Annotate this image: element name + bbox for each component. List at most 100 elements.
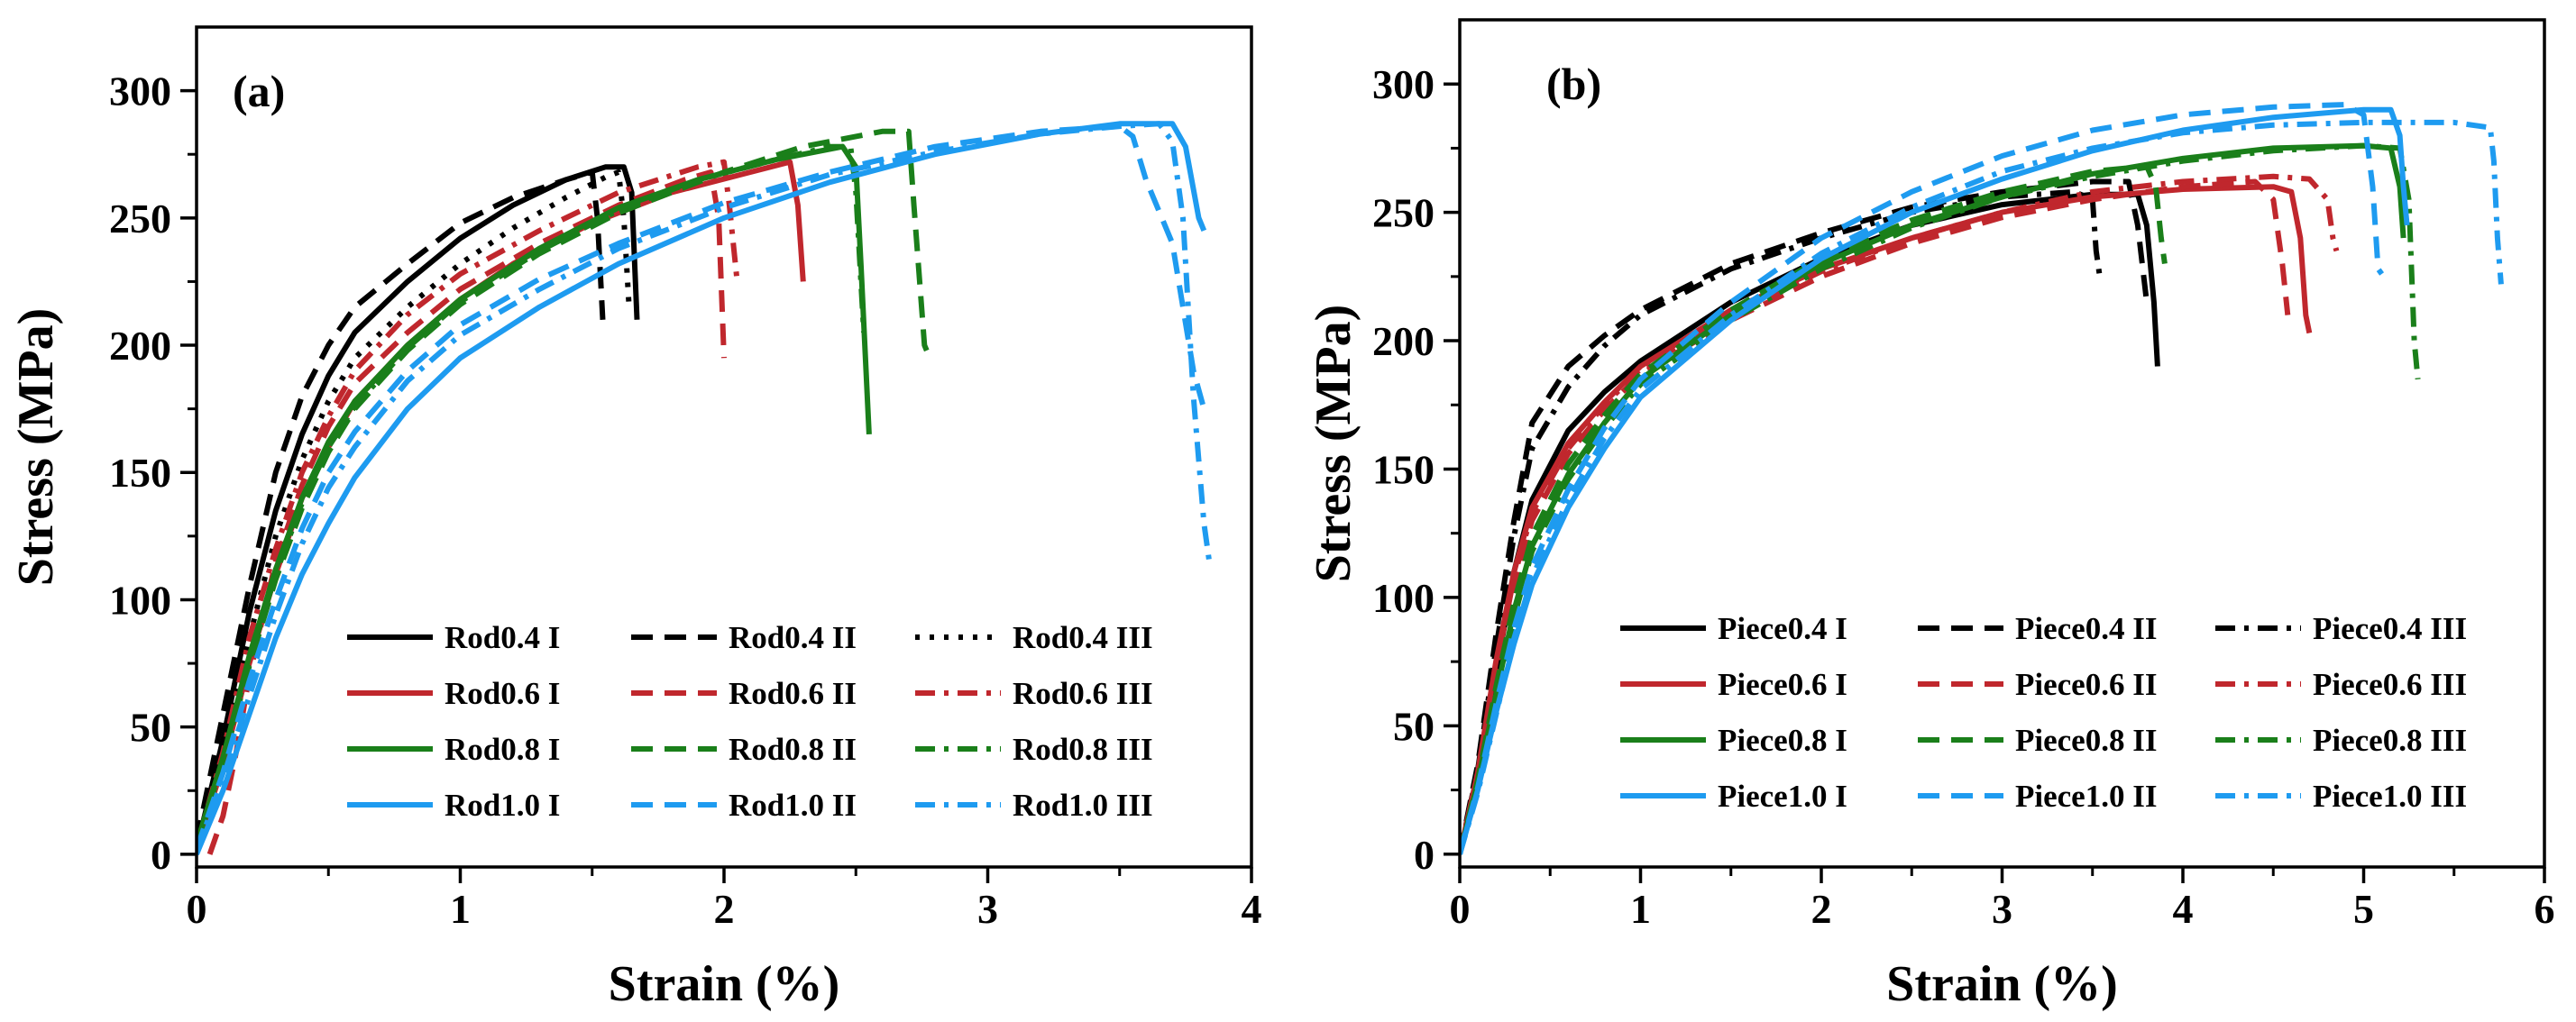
series-line-piece0-6-ii (1460, 178, 2291, 855)
legend-item: Piece0.8 II (1918, 723, 2157, 758)
y-axis-title: Stress (MPa) (1306, 305, 1361, 582)
series-line-piece0-6-iii (1460, 173, 2340, 855)
series-line-piece0-4-iii (1460, 188, 2103, 855)
x-tick-label: 3 (1992, 886, 2012, 932)
legend-item: Piece1.0 III (2215, 779, 2467, 814)
legend-item: Piece0.4 II (1918, 611, 2157, 646)
series-line-rod0-6-iii (197, 159, 740, 848)
x-tick-label: 1 (1630, 886, 1651, 932)
legend-item: Rod0.6 III (915, 676, 1153, 711)
legend-label: Piece0.4 III (2313, 611, 2467, 646)
series-line-piece1-0-ii (1460, 102, 2385, 855)
legend-label: Piece0.8 II (2015, 723, 2157, 758)
legend-item: Rod0.6 I (347, 676, 560, 711)
series-line-piece0-8-ii (1460, 163, 2168, 855)
x-tick-label: 0 (187, 886, 207, 932)
legend-label: Piece0.6 I (1718, 667, 1847, 702)
legend-label: Piece0.8 I (1718, 723, 1847, 758)
legend-label: Piece0.6 III (2313, 667, 2467, 702)
legend-item: Rod1.0 I (347, 788, 560, 823)
x-tick-label: 1 (450, 886, 471, 932)
legend-label: Piece0.6 II (2015, 667, 2157, 702)
series-line-rod0-4-i (197, 164, 640, 850)
x-tick-label: 4 (2173, 886, 2194, 932)
legend-label: Rod0.8 II (729, 732, 857, 767)
legend-label: Rod0.8 III (1013, 732, 1153, 767)
series-line-piece1-0-iii (1460, 119, 2504, 855)
panel-label: (a) (233, 66, 285, 116)
y-tick-label: 150 (1372, 446, 1435, 492)
legend-item: Rod0.8 II (631, 732, 857, 767)
y-axis-title: Stress (MPa) (8, 308, 64, 586)
y-tick-label: 250 (109, 196, 171, 242)
legend-label: Piece0.8 III (2313, 723, 2467, 758)
x-tick-label: 6 (2535, 886, 2555, 932)
series-line-piece0-8-iii (1460, 142, 2421, 855)
x-tick-label: 4 (1242, 886, 1262, 932)
y-tick-label: 200 (109, 323, 171, 369)
x-tick-label: 5 (2353, 886, 2374, 932)
series-line-rod0-4-iii (197, 169, 632, 848)
x-tick-label: 2 (1811, 886, 1832, 932)
series-line-rod0-8-ii (197, 128, 932, 848)
x-axis-title: Strain (%) (609, 956, 840, 1012)
legend-label: Piece1.0 III (2313, 779, 2467, 814)
legend: Piece0.4 I Piece0.4 II Piece0.4 III Piece0.… (1620, 611, 2467, 814)
series-line-rod0-8-iii (197, 143, 866, 848)
y-tick-label: 100 (109, 577, 171, 623)
series-line-rod0-4-ii (197, 169, 606, 843)
y-tick-label: 150 (109, 450, 171, 496)
legend-item: Rod0.8 III (915, 732, 1153, 767)
legend-label: Rod0.6 III (1013, 676, 1153, 711)
legend-item: Piece0.6 III (2215, 667, 2467, 702)
y-tick-label: 200 (1372, 318, 1435, 364)
legend-item: Rod0.4 I (347, 620, 560, 655)
legend-label: Rod1.0 II (729, 788, 857, 823)
series-line-piece0-6-i (1460, 184, 2313, 855)
legend-label: Rod0.6 II (729, 676, 857, 711)
y-tick-label: 0 (151, 832, 171, 878)
y-tick-label: 250 (1372, 190, 1435, 236)
legend-item: Piece1.0 I (1620, 779, 1847, 814)
panel-b: 0 1 2 3 4 5 6 0 50 100 150 200 250 300 Strain (%) Stres… (1306, 18, 2555, 1012)
legend-label: Rod0.4 I (445, 620, 560, 655)
legend: Rod0.4 I Rod0.4 II Rod0.4 III Rod0.6 I Rod0.… (347, 620, 1153, 823)
legend-item: Piece0.8 I (1620, 723, 1847, 758)
x-tick-label: 2 (714, 886, 735, 932)
plot-a-curves (197, 121, 1213, 856)
legend-item: Piece0.4 I (1620, 611, 1847, 646)
plot-b-curves (1460, 102, 2504, 855)
legend-label: Piece0.4 II (2015, 611, 2157, 646)
y-tick-label: 100 (1372, 575, 1435, 621)
panel-a: 0 1 2 3 4 0 50 100 150 200 250 300 Strain (%) Stress … (8, 25, 1262, 1012)
series-line-rod1-0-i (197, 121, 1207, 856)
series-line-piece0-8-i (1460, 142, 2406, 855)
legend-item: Piece0.8 III (2215, 723, 2467, 758)
legend-label: Piece1.0 II (2015, 779, 2157, 814)
y-tick-label: 50 (130, 705, 171, 751)
legend-label: Piece1.0 I (1718, 779, 1847, 814)
legend-label: Rod1.0 III (1013, 788, 1153, 823)
legend-label: Rod0.4 II (729, 620, 857, 655)
legend-item: Rod0.6 II (631, 676, 857, 711)
series-line-piece0-4-ii (1460, 178, 2150, 855)
legend-item: Piece1.0 II (1918, 779, 2157, 814)
legend-item: Rod0.4 III (915, 620, 1153, 655)
legend-item: Rod1.0 III (915, 788, 1153, 823)
x-tick-label: 3 (977, 886, 998, 932)
legend-item: Piece0.4 III (2215, 611, 2467, 646)
x-tick-label: 0 (1450, 886, 1471, 932)
y-tick-label: 300 (109, 68, 171, 114)
legend-item: Rod0.4 II (631, 620, 857, 655)
legend-item: Rod1.0 II (631, 788, 857, 823)
series-line-rod1-0-ii (197, 123, 1207, 851)
y-tick-label: 50 (1393, 703, 1435, 749)
legend-label: Rod1.0 I (445, 788, 560, 823)
x-axis-title: Strain (%) (1886, 956, 2118, 1012)
y-tick-label: 0 (1414, 832, 1435, 878)
legend-item: Piece0.6 I (1620, 667, 1847, 702)
legend-label: Rod0.8 I (445, 732, 560, 767)
legend-label: Rod0.6 I (445, 676, 560, 711)
legend-item: Piece0.6 II (1918, 667, 2157, 702)
